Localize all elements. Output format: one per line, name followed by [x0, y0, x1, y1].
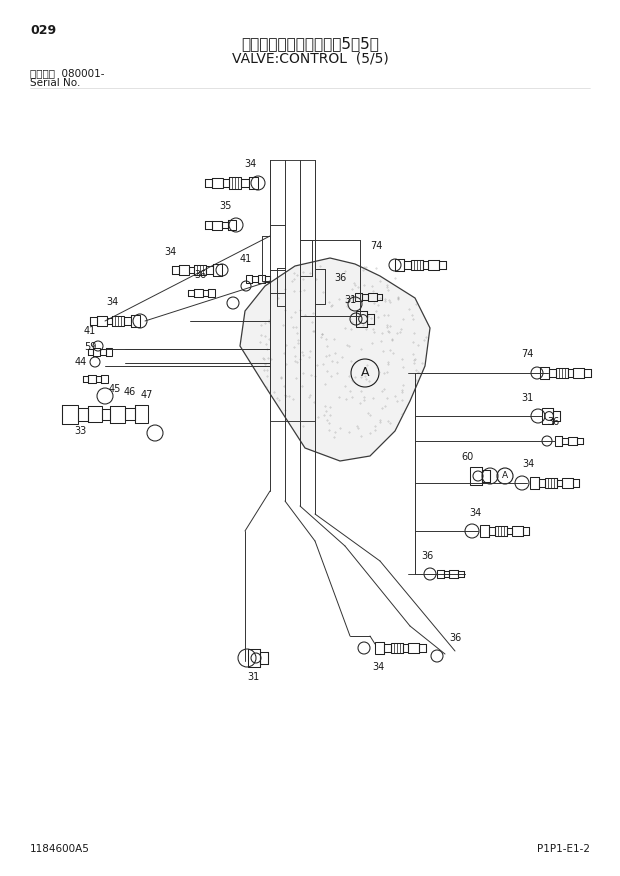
Text: 36: 36: [547, 417, 559, 427]
Text: VALVE:CONTROL  (5/5): VALVE:CONTROL (5/5): [232, 51, 388, 65]
Text: 36: 36: [421, 551, 433, 561]
Text: 45: 45: [109, 384, 121, 394]
Text: 34: 34: [106, 297, 118, 307]
Text: 34: 34: [522, 459, 534, 469]
Text: P1P1-E1-2: P1P1-E1-2: [537, 844, 590, 854]
Text: 74: 74: [521, 349, 533, 359]
Text: 34: 34: [164, 247, 176, 257]
Text: 41: 41: [240, 254, 252, 264]
Text: 34: 34: [372, 662, 384, 672]
Text: 33: 33: [74, 426, 86, 436]
Text: 60: 60: [462, 452, 474, 462]
Text: 41: 41: [84, 326, 96, 336]
Text: 31: 31: [247, 672, 259, 682]
Text: A: A: [502, 471, 508, 481]
Polygon shape: [240, 258, 430, 461]
Text: 029: 029: [30, 24, 56, 37]
Text: 46: 46: [124, 387, 136, 397]
Text: 47: 47: [141, 390, 153, 400]
Text: 1184600A5: 1184600A5: [30, 844, 90, 854]
Text: 44: 44: [75, 357, 87, 367]
Text: 34: 34: [469, 508, 481, 518]
Text: 36: 36: [194, 270, 206, 280]
Text: Serial No.: Serial No.: [30, 78, 81, 88]
Text: 36: 36: [334, 273, 346, 283]
Text: バルブ：コントロール（5／5）: バルブ：コントロール（5／5）: [241, 36, 379, 51]
Text: 36: 36: [449, 633, 461, 643]
Text: 59: 59: [84, 342, 96, 352]
Text: 74: 74: [370, 241, 382, 251]
Text: 31: 31: [521, 393, 533, 403]
Text: A: A: [361, 366, 370, 379]
Text: 31: 31: [344, 295, 356, 305]
Text: 適用号機  080001-: 適用号機 080001-: [30, 68, 105, 78]
Text: 34: 34: [244, 159, 256, 169]
Text: 35: 35: [219, 201, 231, 211]
